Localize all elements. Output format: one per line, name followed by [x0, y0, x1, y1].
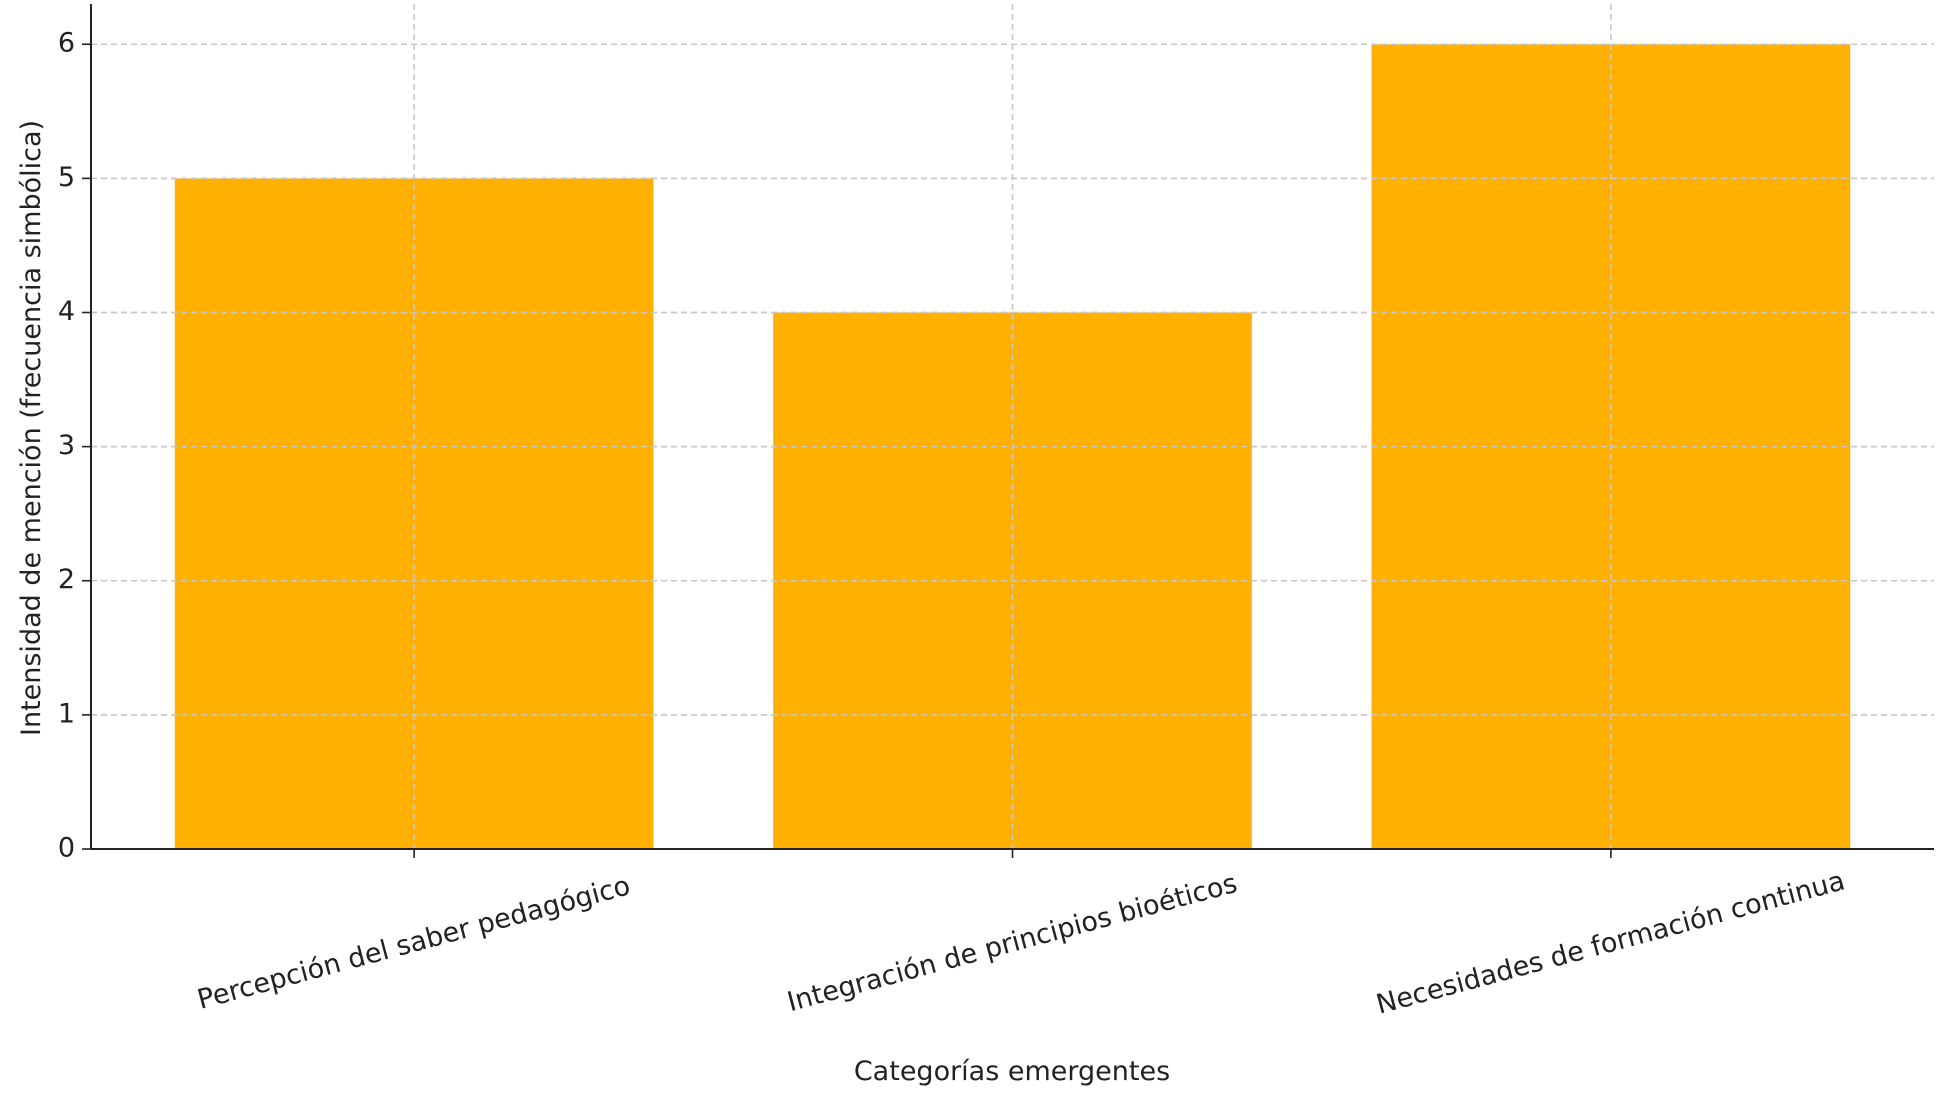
y-axis-label: Intensidad de mención (frecuencia simból… — [16, 120, 47, 736]
y-tick-label: 4 — [58, 296, 75, 327]
x-tick-label: Necesidades de formación continua — [1373, 865, 1848, 1020]
y-tick-label: 1 — [58, 698, 75, 729]
y-tick-label: 3 — [58, 430, 75, 461]
x-tick-label: Percepción del saber pedagógico — [194, 870, 633, 1016]
x-axis-label: Categorías emergentes — [854, 1056, 1170, 1087]
y-tick-label: 5 — [58, 162, 75, 193]
y-tick-label: 0 — [58, 833, 75, 864]
x-tick-label: Integración de principios bioéticos — [784, 868, 1240, 1018]
y-tick-label: 6 — [58, 28, 75, 59]
y-tick-label: 2 — [58, 564, 75, 595]
